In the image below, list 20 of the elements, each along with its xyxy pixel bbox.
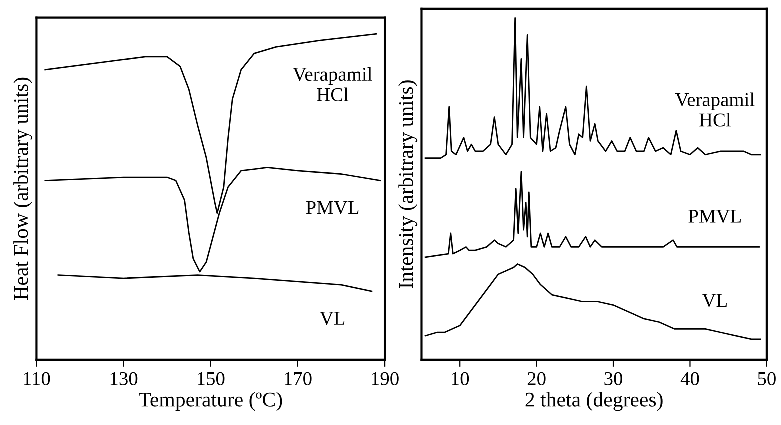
x-tick-label: 20 xyxy=(528,372,546,386)
x-tick-label: 110 xyxy=(24,372,50,386)
x-tick-label: 50 xyxy=(758,372,776,386)
x-tick-label: 40 xyxy=(680,372,700,386)
y-axis-title: Heat Flow (arbitrary units) xyxy=(14,78,33,300)
series-label: Verapamil HCl xyxy=(675,92,755,127)
x-axis-title: Temperature (ºC) xyxy=(139,392,282,412)
x-tick-label: 150 xyxy=(198,372,225,386)
x-axis-title: 2 theta (degrees) xyxy=(526,392,663,412)
series-label: PMVL xyxy=(306,201,359,214)
x-tick-label: 10 xyxy=(452,372,470,386)
x-tick-label: 190 xyxy=(372,372,399,386)
series-label: VL xyxy=(702,294,727,308)
series-label: VL xyxy=(320,312,345,326)
series-label: PMVL xyxy=(688,210,742,224)
y-axis-title: Intensity (arbitrary units) xyxy=(398,80,418,288)
x-tick-label: 130 xyxy=(110,372,138,386)
x-tick-label: 30 xyxy=(604,372,622,386)
series-label: Verapamil HCl xyxy=(293,67,372,102)
x-tick-label: 170 xyxy=(285,372,312,386)
